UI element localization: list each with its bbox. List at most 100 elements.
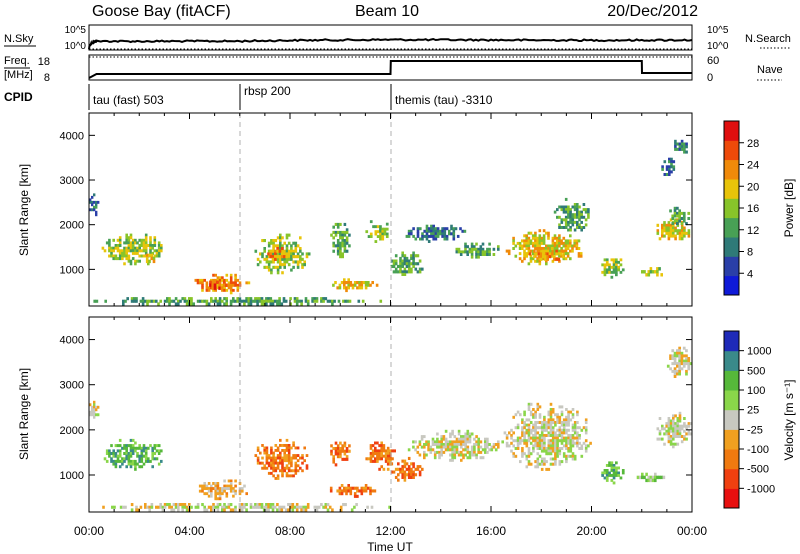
scatter-cell xyxy=(243,302,246,306)
scatter-cell xyxy=(216,484,220,488)
scatter-cell xyxy=(332,455,335,459)
scatter-cell xyxy=(427,240,431,243)
scatter-cell xyxy=(518,252,522,256)
scatter-cell xyxy=(364,486,368,490)
scatter-cell xyxy=(280,505,284,509)
scatter-cell xyxy=(324,297,328,301)
scatter-cell xyxy=(685,372,688,376)
scatter-cell xyxy=(452,234,456,238)
scatter-cell xyxy=(412,254,415,258)
scatter-cell xyxy=(569,241,572,245)
scatter-cell xyxy=(360,283,364,287)
scatter-cell xyxy=(294,454,298,457)
scatter-cell xyxy=(579,254,583,258)
scatter-cell xyxy=(416,450,420,454)
scatter-cell xyxy=(214,484,217,488)
scatter-cell xyxy=(125,465,128,469)
scatter-cell xyxy=(617,471,620,475)
scatter-cell xyxy=(433,440,437,444)
scatter-cell xyxy=(131,238,135,242)
scatter-cell xyxy=(131,244,135,247)
scatter-cell xyxy=(442,435,446,439)
scatter-cell xyxy=(668,167,671,171)
scatter-cell xyxy=(549,439,553,443)
scatter-cell xyxy=(280,247,284,251)
scatter-cell xyxy=(240,503,244,507)
scatter-cell xyxy=(125,457,128,461)
scatter-cell xyxy=(553,244,557,248)
scatter-cell xyxy=(414,237,418,241)
scatter-cell xyxy=(445,234,449,238)
scatter-cell xyxy=(555,239,559,243)
scatter-cell xyxy=(680,367,684,371)
scatter-cell xyxy=(201,484,204,488)
scatter-cell xyxy=(199,299,202,303)
scatter-cell xyxy=(234,508,237,512)
scatter-cell xyxy=(125,246,128,250)
scatter-cell xyxy=(214,299,217,303)
scatter-cell xyxy=(150,503,154,507)
scatter-cell xyxy=(442,443,446,446)
scatter-cell xyxy=(674,226,677,230)
scatter-cell xyxy=(671,349,675,353)
scatter-cell xyxy=(459,250,463,254)
scatter-cell xyxy=(341,239,344,243)
scatter-cell xyxy=(682,217,686,220)
scatter-cell xyxy=(135,505,138,509)
scatter-cell xyxy=(462,437,465,441)
scatter-cell xyxy=(468,453,472,457)
scatter-cell xyxy=(587,444,590,448)
scatter-cell xyxy=(339,452,342,456)
scatter-cell xyxy=(569,444,573,448)
scatter-cell xyxy=(209,280,212,284)
scatter-cell xyxy=(673,354,677,358)
scatter-cell xyxy=(201,286,204,290)
scatter-cell xyxy=(227,503,231,507)
scatter-cell xyxy=(531,252,535,256)
scatter-cell xyxy=(560,436,564,440)
freq-right-tick-top: 60 xyxy=(707,55,719,67)
scatter-cell xyxy=(287,249,291,253)
scatter-cell xyxy=(134,246,137,250)
scatter-cell xyxy=(418,473,422,477)
scatter-cell xyxy=(131,459,135,463)
scatter-cell xyxy=(656,270,659,274)
scatter-cell xyxy=(290,464,293,468)
scatter-cell xyxy=(612,258,616,262)
scatter-cell xyxy=(559,252,563,256)
scatter-cell xyxy=(91,208,94,212)
scatter-cell xyxy=(203,299,206,303)
scatter-cell xyxy=(466,253,469,256)
scatter-cell xyxy=(445,237,449,241)
scatter-cell xyxy=(119,505,123,509)
scatter-cell xyxy=(365,230,369,234)
scatter-cell xyxy=(558,415,562,419)
scatter-cell xyxy=(389,452,392,455)
scatter-cell xyxy=(578,426,581,430)
scatter-cell xyxy=(133,299,136,303)
scatter-cell xyxy=(150,253,153,258)
scatter-cell xyxy=(571,247,574,250)
scatter-cell xyxy=(674,424,677,428)
scatter-cell xyxy=(466,429,470,433)
scatter-cell xyxy=(532,434,535,437)
scatter-cell xyxy=(434,229,438,233)
scatter-cell xyxy=(278,505,281,509)
scatter-cell xyxy=(665,432,668,436)
scatter-cell xyxy=(656,267,659,271)
scatter-cell xyxy=(543,423,546,427)
scatter-cell xyxy=(403,462,407,466)
scatter-cell xyxy=(672,414,675,418)
scatter-cell xyxy=(144,244,148,247)
scatter-cell xyxy=(543,428,546,432)
scatter-cell xyxy=(564,210,568,214)
scatter-cell xyxy=(336,247,340,251)
scatter-cell xyxy=(669,354,672,358)
scatter-cell xyxy=(291,505,295,509)
scatter-cell xyxy=(279,244,282,248)
scatter-cell xyxy=(122,505,125,509)
scatter-cell xyxy=(470,245,474,249)
scatter-cell xyxy=(536,408,540,411)
scatter-cell xyxy=(452,229,456,233)
scatter-cell xyxy=(125,238,128,242)
